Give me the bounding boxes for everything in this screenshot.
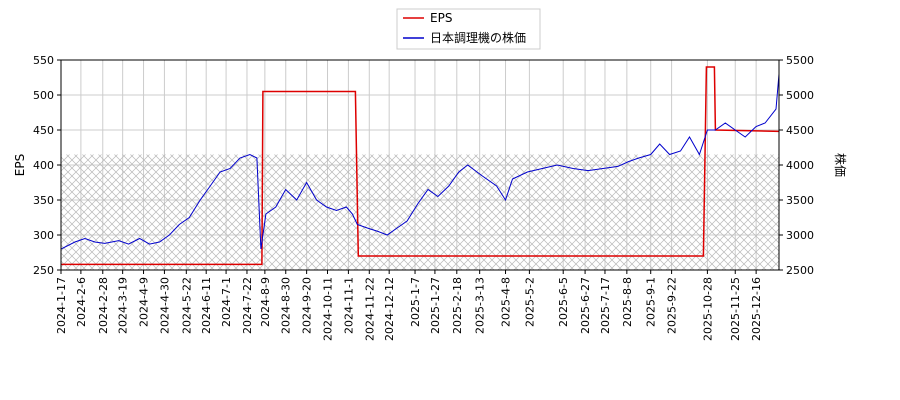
x-tick-label: 2024-7-1 <box>220 277 233 327</box>
series-lines <box>61 66 779 266</box>
x-tick-label: 2024-11-1 <box>342 277 355 334</box>
legend-box <box>396 8 541 50</box>
x-tick-label: 2024-2-28 <box>97 277 110 334</box>
x-tick-label: 2024-2-6 <box>75 277 88 327</box>
x-tick-label: 2025-5-2 <box>523 277 536 327</box>
left-tick-label: 550 <box>33 54 54 67</box>
right-tick-label: 3500 <box>786 194 814 207</box>
x-tick-label: 2025-9-1 <box>645 277 658 327</box>
right-tick-label: 4000 <box>786 159 814 172</box>
shaded-region <box>61 154 779 270</box>
left-tick-label: 300 <box>33 229 54 242</box>
legend-label-price: 日本調理機の株価 <box>430 30 526 45</box>
left-tick-label: 400 <box>33 159 54 172</box>
x-tick-label: 2024-4-30 <box>158 277 171 334</box>
x-tick-label: 2024-1-17 <box>55 277 68 334</box>
x-tick-label: 2024-9-20 <box>301 277 314 334</box>
x-tick-label: 2025-6-5 <box>557 277 570 327</box>
x-tick-label: 2024-8-9 <box>259 277 272 327</box>
x-tick-label: 2024-8-30 <box>280 277 293 334</box>
x-tick-label: 2025-4-8 <box>500 277 513 327</box>
right-tick-label: 4500 <box>786 124 814 137</box>
x-tick-label: 2025-10-28 <box>701 277 714 341</box>
right-tick-label: 5500 <box>786 54 814 67</box>
x-tick-label: 2024-4-9 <box>138 277 151 327</box>
x-tick-label: 2025-7-17 <box>599 277 612 334</box>
x-tick-label: 2025-9-22 <box>666 277 679 334</box>
x-axis: 2024-1-17 2024-2-6 2024-2-28 2024-3-19 2024-… <box>55 270 763 341</box>
x-tick-label: 2024-11-22 <box>363 277 376 341</box>
x-tick-label: 2024-5-22 <box>180 277 193 334</box>
right-axis-label: 株価 <box>833 153 848 177</box>
right-y-axis: 2500 3000 3500 4000 4500 5000 5500 <box>779 54 814 277</box>
eps-line <box>61 66 779 266</box>
x-tick-label: 2024-7-22 <box>241 277 254 334</box>
left-tick-label: 250 <box>33 264 54 277</box>
x-tick-label: 2024-12-12 <box>383 277 396 341</box>
x-tick-label: 2025-11-25 <box>729 277 742 341</box>
left-tick-label: 500 <box>33 89 54 102</box>
x-tick-label: 2025-1-7 <box>409 277 422 327</box>
x-tick-label: 2025-8-8 <box>621 277 634 327</box>
stock-price-line <box>61 73 779 250</box>
x-tick-label: 2025-6-27 <box>579 277 592 334</box>
x-tick-label: 2025-1-27 <box>429 277 442 334</box>
x-tick-label: 2025-3-13 <box>474 277 487 334</box>
left-axis-label: EPS <box>13 154 27 176</box>
right-tick-label: 2500 <box>786 264 814 277</box>
x-tick-label: 2025-2-18 <box>451 277 464 334</box>
left-tick-label: 450 <box>33 124 54 137</box>
legend: EPS 日本調理機の株価 <box>396 8 541 50</box>
x-tick-label: 2024-3-19 <box>117 277 130 334</box>
legend-label-eps: EPS <box>430 11 452 25</box>
left-tick-label: 350 <box>33 194 54 207</box>
x-tick-label: 2024-6-11 <box>200 277 213 334</box>
left-y-axis: 250 300 350 400 450 500 550 <box>33 54 61 277</box>
right-tick-label: 3000 <box>786 229 814 242</box>
x-tick-label: 2024-10-11 <box>322 277 335 341</box>
x-tick-label: 2025-12-16 <box>750 277 763 341</box>
right-tick-label: 5000 <box>786 89 814 102</box>
